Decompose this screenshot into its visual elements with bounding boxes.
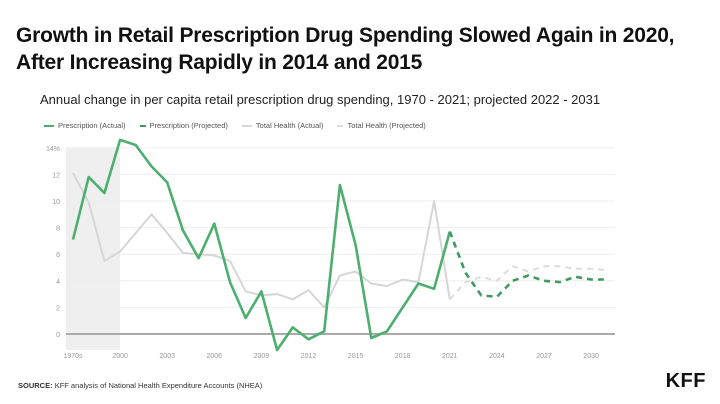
y-tick-label: 2 xyxy=(56,305,60,312)
source-text: KFF analysis of National Health Expendit… xyxy=(54,381,263,390)
shaded-region xyxy=(66,147,121,350)
x-tick-label: 2027 xyxy=(536,353,552,360)
y-tick-label: 14% xyxy=(46,146,60,153)
legend: Prescription (Actual) Prescription (Proj… xyxy=(44,121,426,130)
x-tick-label: 1970s xyxy=(63,353,83,360)
y-tick-label: 8 xyxy=(56,226,60,233)
series-line-prescription-actual xyxy=(71,138,452,352)
legend-label: Total Health (Projected) xyxy=(347,121,426,130)
y-tick-label: 0 xyxy=(56,332,60,339)
x-tick-label: 2015 xyxy=(348,353,364,360)
y-tick-label: 10 xyxy=(52,199,60,206)
x-tick-label: 2030 xyxy=(583,353,599,360)
y-tick-label: 12 xyxy=(52,172,60,179)
series-line-prescription-projected xyxy=(448,231,607,299)
legend-swatch xyxy=(241,124,252,127)
x-tick-label: 2018 xyxy=(395,353,411,360)
y-tick-label: 4 xyxy=(56,279,60,286)
legend-swatch xyxy=(44,124,54,127)
source-label: SOURCE: xyxy=(18,381,53,390)
legend-item-prescription-actual: Prescription (Actual) xyxy=(44,121,126,130)
x-tick-label: 2009 xyxy=(254,353,270,360)
x-tick-label: 2000 xyxy=(112,353,128,360)
x-tick-label: 2006 xyxy=(207,353,223,360)
legend-item-total-health-projected: Total Health (Projected) xyxy=(337,121,426,130)
y-tick-label: 6 xyxy=(56,252,60,259)
series-line-total-health-actual xyxy=(72,172,451,309)
legend-label: Total Health (Actual) xyxy=(255,121,324,130)
x-tick-label: 2021 xyxy=(442,353,458,360)
series-line-total-health-projected xyxy=(449,265,607,301)
legend-swatch xyxy=(139,124,146,127)
legend-label: Prescription (Projected) xyxy=(149,121,228,130)
chart-subtitle: Annual change in per capita retail presc… xyxy=(40,92,601,107)
x-tick-label: 2024 xyxy=(489,353,505,360)
source-note: SOURCE: KFF analysis of National Health … xyxy=(18,381,262,390)
legend-item-total-health-actual: Total Health (Actual) xyxy=(241,121,324,130)
chart-title: Growth in Retail Prescription Drug Spend… xyxy=(16,24,675,74)
x-tick-label: 2003 xyxy=(159,353,175,360)
legend-label: Prescription (Actual) xyxy=(58,121,126,130)
legend-swatch xyxy=(337,124,344,127)
x-tick-label: 2012 xyxy=(301,353,317,360)
legend-item-prescription-projected: Prescription (Projected) xyxy=(139,121,228,130)
kff-logo: KFF xyxy=(665,370,706,392)
